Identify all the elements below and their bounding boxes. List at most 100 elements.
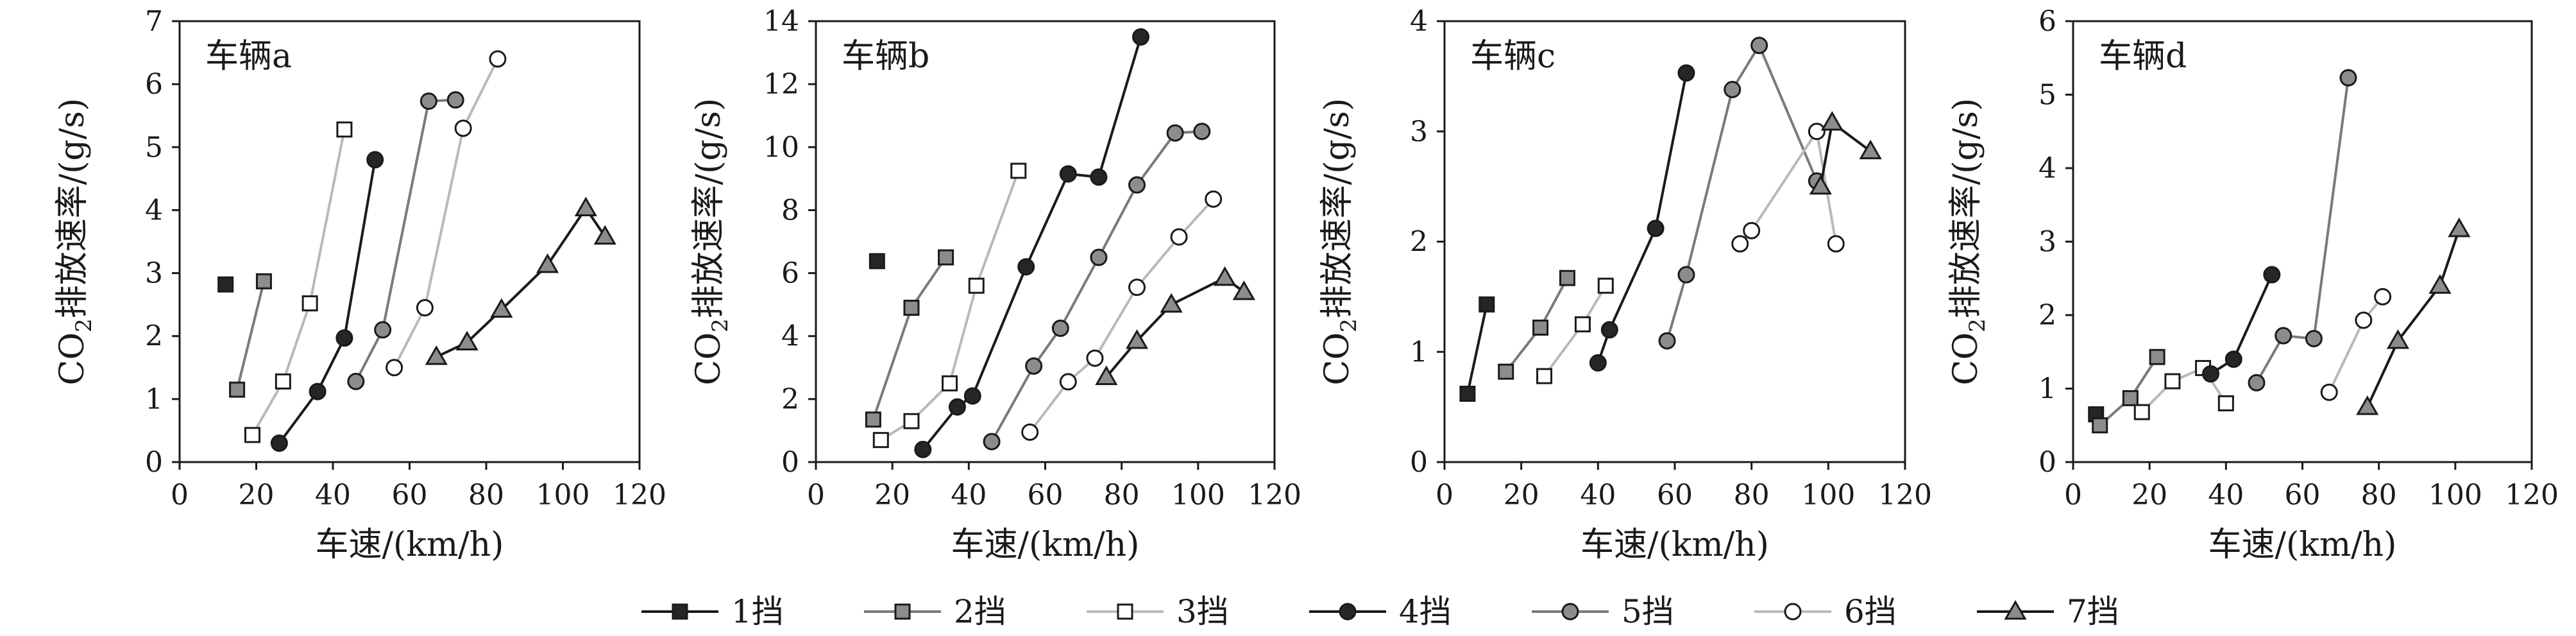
- y-axis-label: CO2排放速率/(g/s): [690, 98, 733, 386]
- series-5挡: [2248, 69, 2357, 391]
- series-3挡: [1536, 277, 1614, 384]
- x-tick-label: 100: [2428, 479, 2482, 511]
- x-tick-label: 60: [1028, 479, 1063, 511]
- legend-marker: [672, 603, 688, 620]
- data-point: [872, 432, 889, 449]
- legend-label: 1挡: [731, 593, 784, 630]
- plot-frame: [178, 20, 641, 463]
- series-line: [251, 129, 346, 436]
- y-tick-label: 1: [145, 383, 163, 416]
- data-point: [1743, 221, 1761, 239]
- data-point: [309, 382, 326, 400]
- data-point: [1090, 168, 1108, 186]
- data-point: [335, 329, 353, 347]
- y-tick-label: 4: [1410, 5, 1428, 38]
- y-tick-label: 4: [145, 194, 163, 227]
- y-axis-label: CO2排放速率/(g/s): [53, 98, 97, 386]
- data-point: [1647, 219, 1665, 237]
- panel-label: 车辆c: [1470, 37, 1555, 76]
- legend-label: 6挡: [1844, 593, 1897, 630]
- y-tick-label: 12: [763, 68, 799, 101]
- data-point: [914, 440, 932, 458]
- data-point: [1859, 139, 1882, 160]
- y-tick-label: 3: [2038, 226, 2056, 259]
- x-tick-label: 100: [1171, 479, 1225, 511]
- series-line: [872, 256, 947, 420]
- data-point: [1589, 354, 1607, 372]
- series-line: [393, 58, 499, 368]
- data-point: [1160, 293, 1183, 313]
- data-point: [490, 298, 513, 318]
- data-point: [454, 119, 472, 137]
- legend: 1挡 2挡 3挡 4挡 5挡 6挡 7挡: [641, 593, 2119, 630]
- y-tick-label: 8: [781, 194, 799, 227]
- series-6挡: [1021, 190, 1223, 441]
- data-point: [1205, 190, 1223, 208]
- series-line: [880, 170, 1020, 442]
- y-tick-label: 0: [145, 446, 163, 479]
- legend-label: 3挡: [1176, 593, 1229, 630]
- data-point: [1827, 235, 1845, 253]
- data-point: [903, 413, 920, 429]
- y-tick-label: 1: [2038, 373, 2056, 406]
- data-point: [1597, 277, 1614, 294]
- data-point: [1086, 349, 1104, 367]
- data-point: [2164, 373, 2181, 390]
- data-point: [2092, 417, 2108, 434]
- data-point: [1059, 165, 1077, 183]
- data-point: [419, 92, 437, 110]
- data-point: [425, 345, 448, 365]
- x-tick-label: 60: [392, 479, 428, 511]
- data-point: [574, 196, 597, 216]
- data-point: [1170, 228, 1188, 246]
- x-tick-label: 100: [1801, 479, 1855, 511]
- x-tick-label: 40: [315, 479, 351, 511]
- x-tick-label: 20: [874, 479, 910, 511]
- data-point: [1809, 175, 1832, 195]
- series-1挡: [217, 276, 234, 293]
- y-tick-label: 0: [2038, 446, 2056, 479]
- data-point: [347, 372, 365, 390]
- data-point: [1059, 373, 1077, 391]
- series-line: [1105, 276, 1245, 378]
- y-tick-label: 4: [781, 320, 799, 353]
- data-point: [1658, 332, 1676, 350]
- panel-label: 车辆d: [2099, 37, 2187, 76]
- y-tick-label: 0: [781, 446, 799, 479]
- series-line: [436, 205, 606, 358]
- x-tick-label: 0: [2064, 479, 2082, 511]
- data-point: [1166, 124, 1184, 142]
- y-tick-label: 5: [2038, 79, 2056, 112]
- data-point: [948, 398, 966, 416]
- legend-item-7挡: 7挡: [1977, 593, 2119, 630]
- data-point: [489, 50, 507, 68]
- plot-frame: [815, 20, 1276, 463]
- data-point: [1193, 123, 1211, 141]
- x-tick-label: 0: [1436, 479, 1453, 511]
- data-point: [938, 249, 954, 266]
- data-point: [2149, 348, 2165, 365]
- x-tick-label: 0: [171, 479, 189, 511]
- y-tick-label: 10: [763, 131, 799, 164]
- series-3挡: [244, 121, 353, 443]
- x-tick-label: 120: [2505, 479, 2559, 511]
- data-point: [903, 300, 920, 316]
- data-point: [2122, 390, 2139, 406]
- series-line: [235, 280, 266, 390]
- y-tick-label: 0: [1410, 446, 1428, 479]
- x-tick-label: 40: [2208, 479, 2244, 511]
- x-axis-label: 车速/(km/h): [316, 526, 504, 564]
- series-line: [2366, 228, 2461, 408]
- data-point: [1010, 162, 1027, 179]
- data-point: [366, 151, 384, 169]
- legend-item-4挡: 4挡: [1309, 593, 1452, 630]
- legend-label: 7挡: [2067, 593, 2119, 630]
- series-7挡: [1809, 111, 1882, 195]
- chart-panel-3: 0 20 40 60 80 100 120 0 1 2 3 4 车辆c 车速/(km/h) CO2排放速率/…: [1318, 5, 1932, 564]
- data-point: [963, 387, 981, 405]
- series-line: [2328, 296, 2384, 393]
- series-6挡: [2320, 288, 2392, 401]
- data-point: [1017, 258, 1035, 276]
- y-tick-label: 6: [781, 257, 799, 290]
- data-point: [1808, 123, 1826, 141]
